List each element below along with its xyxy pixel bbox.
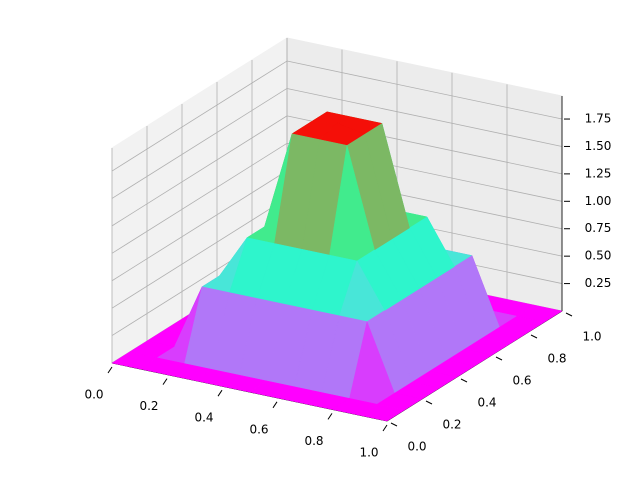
y-tick [495, 356, 503, 361]
z-tick-label: 0.25 [585, 276, 612, 290]
grid-line [111, 142, 288, 254]
grid-line [111, 60, 288, 172]
x-tick-label: 0.4 [194, 411, 213, 425]
z-tick-label: 1.50 [585, 139, 612, 153]
x-tick-label: 0.6 [249, 422, 268, 436]
grid-line [286, 88, 563, 147]
z-tick-label: 0.75 [585, 221, 612, 235]
x-tick [327, 413, 333, 420]
y-tick [530, 334, 538, 339]
y-tick [565, 312, 573, 317]
x-tick-label: 0.0 [84, 388, 103, 402]
z-tick-label: 1.25 [585, 166, 612, 180]
grid-line [111, 88, 288, 199]
x-tick-label: 0.8 [304, 434, 323, 448]
grid-line [111, 197, 288, 309]
z-tick-label: 0.50 [585, 249, 612, 263]
grid-line [111, 115, 288, 227]
y-tick [460, 378, 468, 383]
x-tick [272, 401, 278, 409]
y-tick-label: 0.0 [407, 440, 426, 454]
x-tick [107, 366, 113, 374]
y-tick [425, 400, 433, 405]
y-tick-label: 0.8 [547, 352, 566, 366]
z-tick-label: 1.00 [585, 194, 612, 208]
x-tick [162, 378, 168, 385]
y-tick-label: 0.6 [512, 374, 531, 388]
grid-line [286, 60, 563, 120]
x-tick [382, 424, 388, 432]
y-tick [390, 422, 398, 427]
grid-line [111, 170, 288, 282]
y-tick-label: 0.2 [442, 418, 461, 432]
y-tick-label: 0.4 [477, 396, 496, 410]
x-tick-label: 0.2 [139, 399, 158, 413]
y-tick-label: 1.0 [582, 330, 601, 344]
x-tick [217, 389, 223, 397]
surface-patch [358, 403, 406, 422]
z-tick-label: 1.75 [585, 112, 612, 126]
x-tick-label: 1.0 [359, 446, 378, 460]
